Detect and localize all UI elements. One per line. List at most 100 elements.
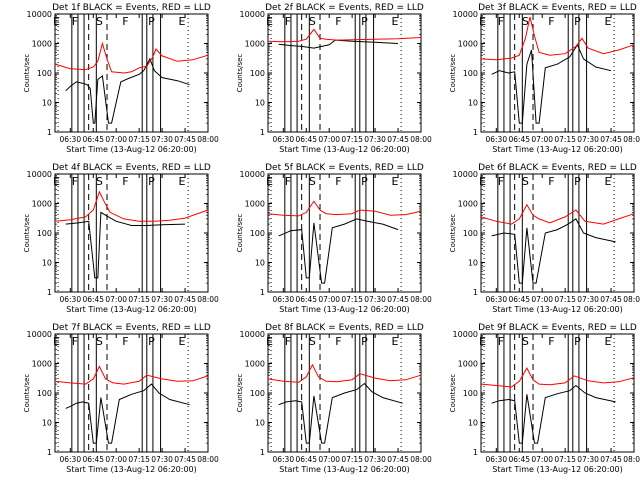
- annotation-letter: E: [605, 335, 612, 348]
- x-tick-label: 07:45: [600, 135, 622, 144]
- lld-series-line: [54, 41, 209, 74]
- y-tick-label: 100: [37, 389, 52, 398]
- x-tick-label: 08:00: [410, 295, 432, 304]
- annotation-letter: P: [361, 15, 368, 28]
- y-tick-label: 1: [260, 288, 265, 297]
- y-tick-label: 10: [255, 259, 265, 268]
- x-axis-label: Start Time (13-Aug-12 06:20:00): [279, 305, 410, 314]
- y-axis-label: Counts/sec: [236, 54, 244, 93]
- x-tick-label: 06:45: [295, 295, 317, 304]
- panel-9: Det 9f BLACK = Events, RED = LLD 1 10 100 10…: [449, 323, 640, 474]
- annotation-letter: E: [479, 335, 486, 348]
- y-tick-label: 1000: [245, 360, 265, 369]
- annotation-letter: E: [266, 175, 273, 188]
- x-tick-label: 07:30: [151, 295, 173, 304]
- panel-6: Det 6f BLACK = Events, RED = LLD 1 10 100 10…: [449, 163, 640, 314]
- x-tick-label: 07:00: [105, 135, 127, 144]
- y-tick-label: 10: [468, 99, 478, 108]
- x-tick-label: 07:15: [341, 295, 363, 304]
- x-axis-label: Start Time (13-Aug-12 06:20:00): [492, 465, 623, 474]
- panel-3: Det 3f BLACK = Events, RED = LLD 1 10 100 10…: [449, 3, 640, 154]
- y-tick-label: 10000: [240, 10, 265, 19]
- x-tick-label: 06:45: [508, 135, 530, 144]
- annotation-letter: E: [605, 175, 612, 188]
- y-axis-label: Counts/sec: [23, 374, 31, 413]
- x-tick-label: 06:45: [508, 455, 530, 464]
- y-tick-label: 10: [255, 419, 265, 428]
- annotation-letter: F: [285, 335, 291, 348]
- y-tick-label: 10000: [27, 330, 52, 339]
- x-tick-label: 06:30: [272, 455, 294, 464]
- y-tick-label: 100: [463, 69, 478, 78]
- x-tick-label: 08:00: [410, 135, 432, 144]
- y-tick-label: 1000: [32, 360, 52, 369]
- annotation-letter: E: [266, 15, 273, 28]
- y-tick-label: 1: [260, 448, 265, 457]
- y-tick-label: 10: [42, 99, 52, 108]
- lld-series-line: [267, 28, 422, 43]
- annotation-letter: E: [479, 175, 486, 188]
- panel-title: Det 3f BLACK = Events, RED = LLD: [478, 3, 637, 13]
- panel-title: Det 9f BLACK = Events, RED = LLD: [478, 323, 637, 333]
- y-tick-label: 10: [42, 259, 52, 268]
- x-tick-label: 08:00: [197, 135, 219, 144]
- y-tick-label: 100: [463, 229, 478, 238]
- annotation-letter: S: [96, 15, 103, 28]
- annotation-letter: F: [548, 335, 554, 348]
- y-tick-label: 100: [463, 389, 478, 398]
- panel-title: Det 4f BLACK = Events, RED = LLD: [52, 163, 211, 173]
- panel-title: Det 8f BLACK = Events, RED = LLD: [265, 323, 424, 333]
- x-tick-label: 08:00: [623, 295, 640, 304]
- y-tick-label: 1000: [32, 200, 52, 209]
- y-tick-label: 1: [47, 288, 52, 297]
- y-tick-label: 10000: [27, 10, 52, 19]
- y-tick-label: 10000: [453, 10, 478, 19]
- annotation-letter: P: [148, 175, 155, 188]
- x-axis-label: Start Time (13-Aug-12 06:20:00): [492, 145, 623, 154]
- y-tick-label: 1000: [32, 40, 52, 49]
- y-tick-label: 10: [468, 259, 478, 268]
- annotation-letter: E: [179, 335, 186, 348]
- annotation-letter: S: [522, 15, 529, 28]
- events-series-line: [65, 211, 186, 279]
- panel-7: Det 7f BLACK = Events, RED = LLD 1 10 100 10…: [23, 323, 219, 474]
- x-tick-label: 06:45: [295, 135, 317, 144]
- y-axis-label: Counts/sec: [23, 214, 31, 253]
- annotation-letter: F: [122, 15, 128, 28]
- annotation-letter: P: [574, 15, 581, 28]
- x-tick-label: 07:45: [174, 135, 196, 144]
- x-tick-label: 06:45: [82, 295, 104, 304]
- panel-title: Det 5f BLACK = Events, RED = LLD: [265, 163, 424, 173]
- y-tick-label: 10: [42, 419, 52, 428]
- y-tick-label: 10000: [240, 330, 265, 339]
- annotation-letter: F: [72, 15, 78, 28]
- x-tick-label: 07:30: [577, 455, 599, 464]
- lld-series-line: [267, 200, 422, 217]
- x-tick-label: 08:00: [197, 295, 219, 304]
- y-tick-label: 100: [250, 229, 265, 238]
- y-tick-label: 100: [37, 69, 52, 78]
- y-tick-label: 100: [37, 229, 52, 238]
- annotation-letter: S: [522, 335, 529, 348]
- x-tick-label: 07:30: [151, 135, 173, 144]
- annotation-letter: E: [266, 335, 273, 348]
- x-tick-label: 07:30: [151, 455, 173, 464]
- x-axis-label: Start Time (13-Aug-12 06:20:00): [66, 305, 197, 314]
- lld-series-line: [480, 16, 635, 61]
- y-tick-label: 1: [473, 128, 478, 137]
- y-tick-label: 1: [260, 128, 265, 137]
- y-tick-label: 10000: [453, 330, 478, 339]
- x-tick-label: 07:30: [577, 135, 599, 144]
- x-tick-label: 07:45: [387, 135, 409, 144]
- y-tick-label: 10000: [453, 170, 478, 179]
- annotation-letter: S: [309, 175, 316, 188]
- panel-title: Det 7f BLACK = Events, RED = LLD: [52, 323, 211, 333]
- annotation-letter: F: [498, 175, 504, 188]
- annotation-letter: P: [361, 335, 368, 348]
- annotation-letter: F: [122, 175, 128, 188]
- x-tick-label: 07:45: [174, 295, 196, 304]
- y-axis-label: Counts/sec: [236, 214, 244, 253]
- annotation-letter: E: [605, 15, 612, 28]
- y-tick-label: 1: [473, 448, 478, 457]
- events-series-line: [491, 384, 616, 444]
